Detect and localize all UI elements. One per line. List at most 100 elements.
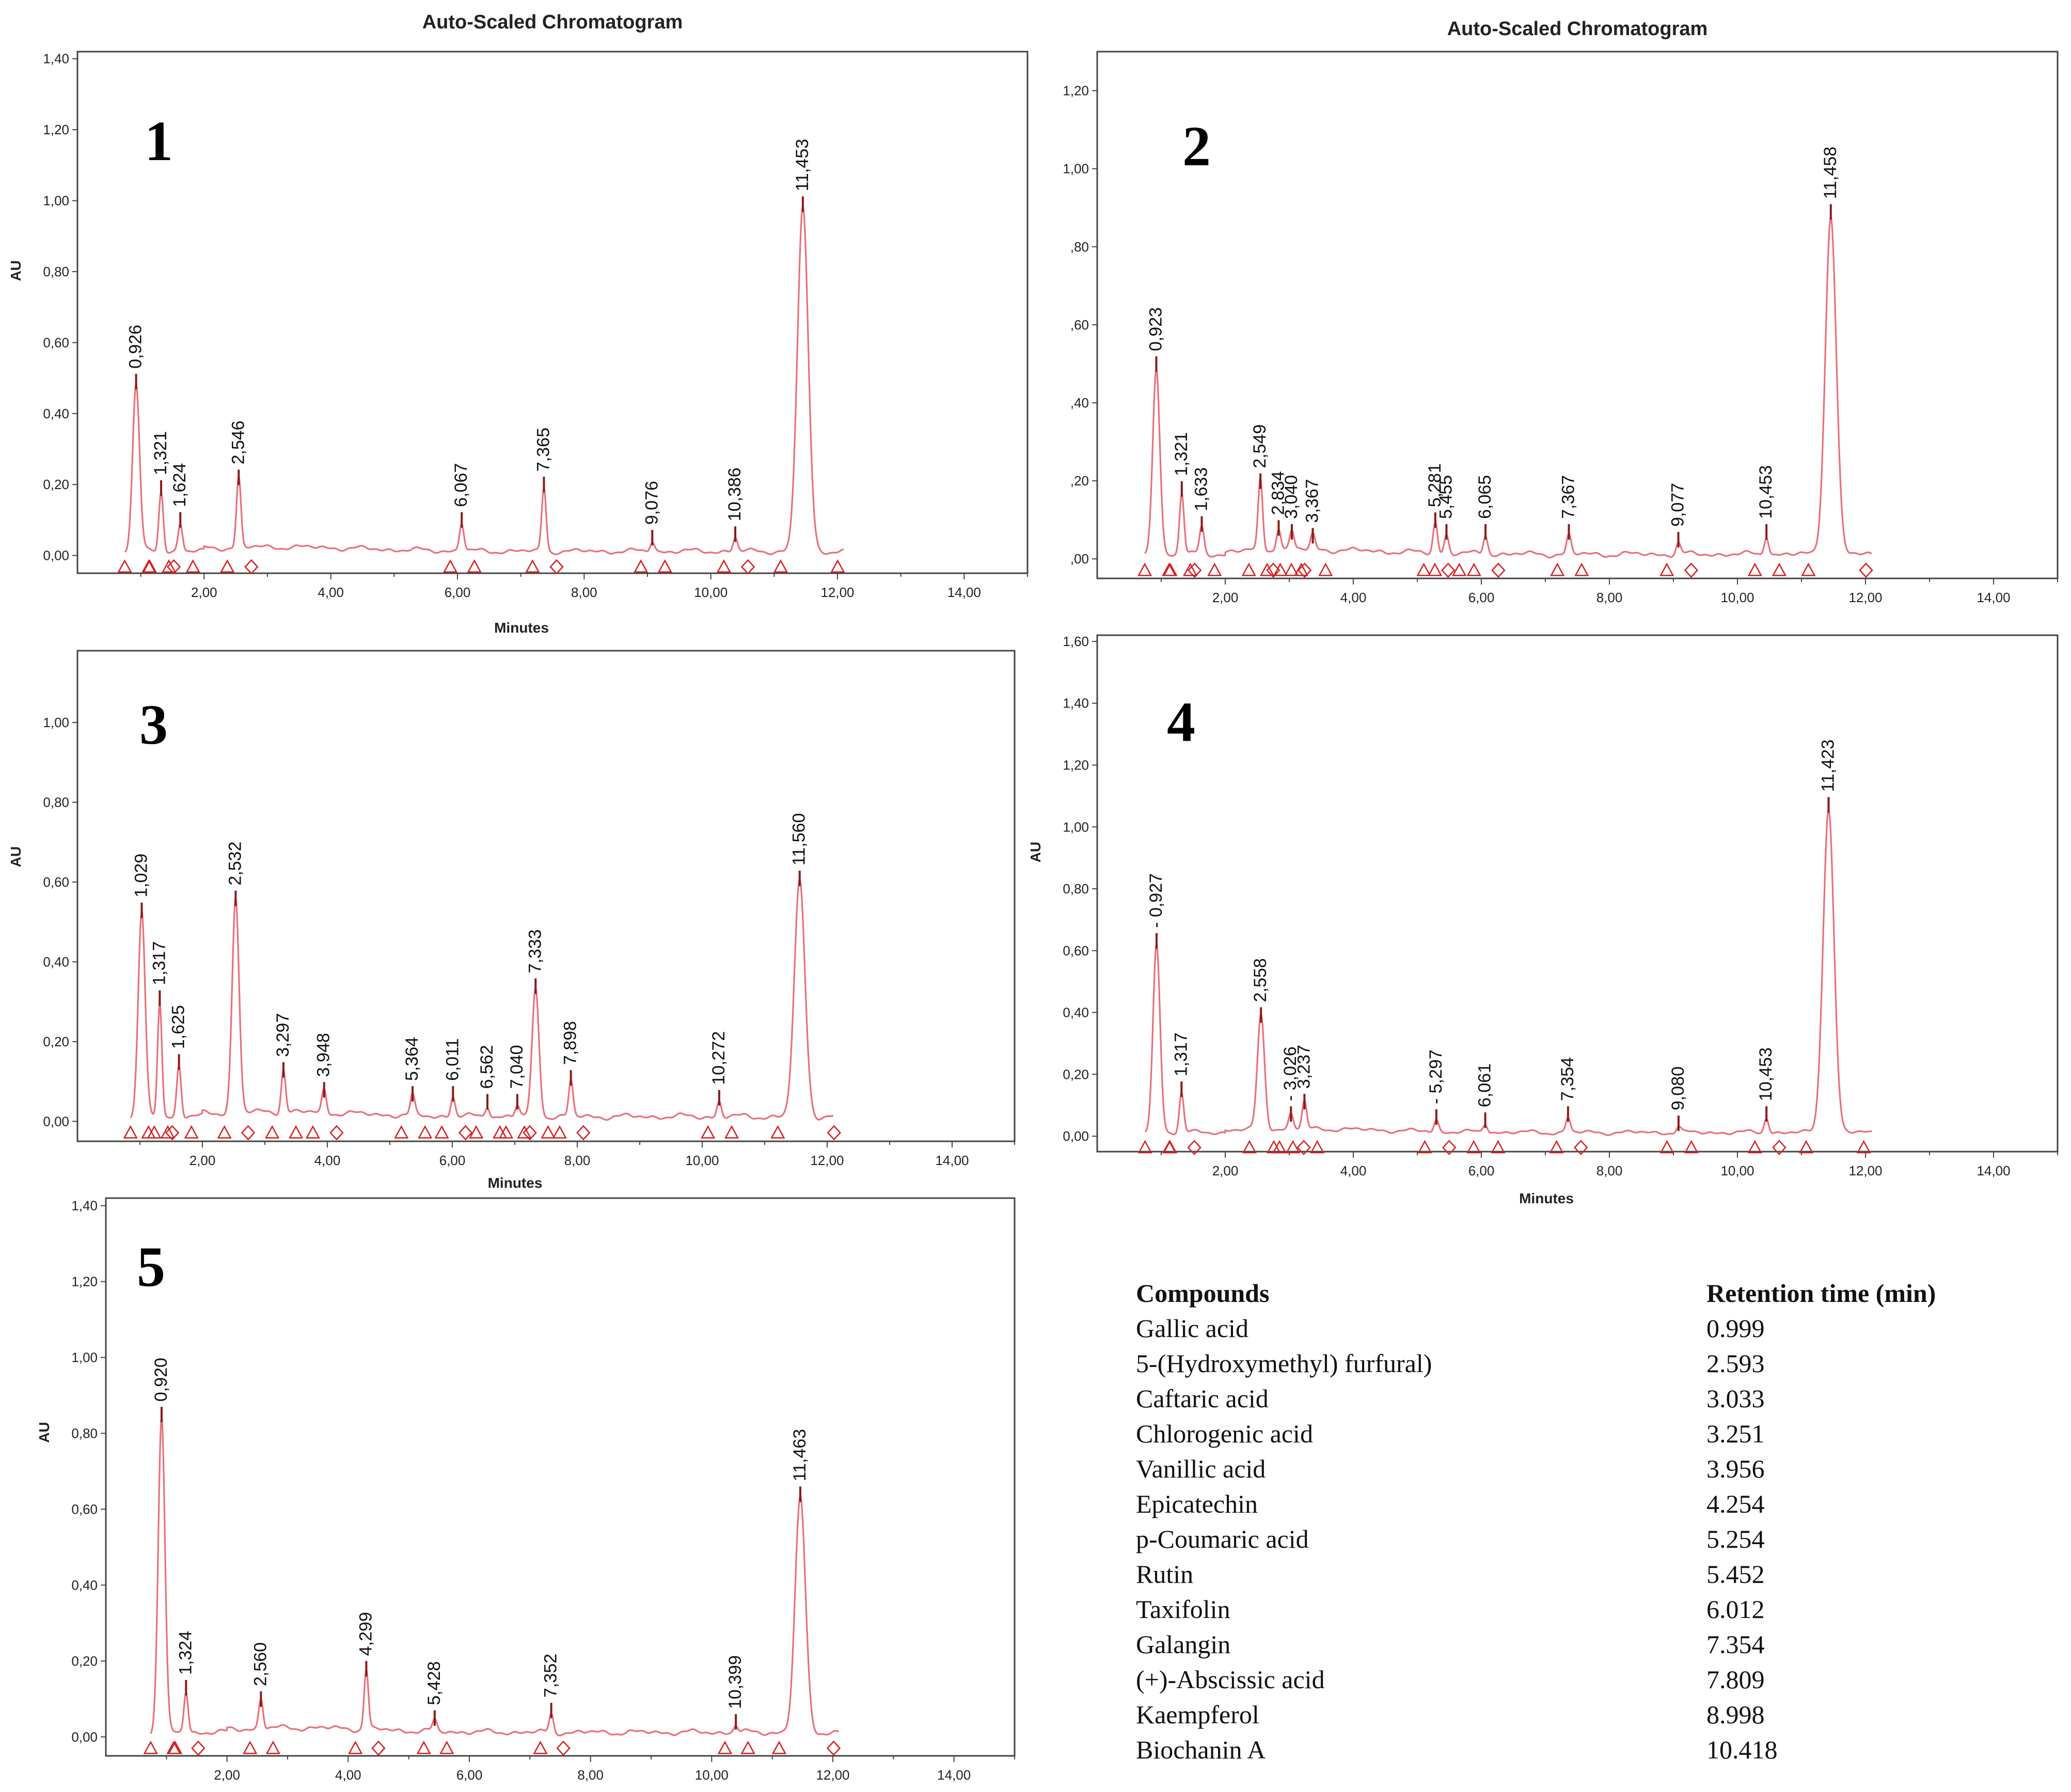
integration-end-marker bbox=[1772, 1140, 1787, 1155]
integration-end-marker bbox=[1187, 1140, 1202, 1155]
integration-start-marker bbox=[348, 1740, 363, 1754]
peak-label: 2,546 bbox=[228, 420, 248, 464]
x-tick-label: 2,00 bbox=[1212, 590, 1239, 605]
integration-end-marker bbox=[1187, 562, 1202, 578]
integration-start-marker bbox=[243, 1740, 258, 1754]
compound-name: Taxifolin bbox=[1136, 1595, 1230, 1624]
peak-label: 9,076 bbox=[642, 481, 661, 525]
compound-name: (+)-Abscissic acid bbox=[1136, 1665, 1325, 1694]
integration-end-marker bbox=[184, 1125, 199, 1139]
integration-end-marker bbox=[826, 1740, 841, 1756]
peak-label: 1,633 bbox=[1191, 467, 1211, 511]
integration-end-marker bbox=[541, 1125, 556, 1139]
x-tick-label: 8,00 bbox=[564, 1153, 591, 1168]
integration-end-marker bbox=[1684, 1140, 1699, 1154]
retention-time: 2.593 bbox=[1706, 1349, 1765, 1378]
integration-end-marker bbox=[576, 1125, 591, 1141]
peak-label: 7,354 bbox=[1558, 1057, 1577, 1101]
integration-end-marker bbox=[1310, 1140, 1325, 1154]
panel-number: 1 bbox=[145, 109, 173, 172]
x-tick-label: 12,00 bbox=[1848, 590, 1882, 605]
y-tick-label: 0,40 bbox=[1063, 1005, 1089, 1020]
integration-start-marker bbox=[1137, 562, 1152, 576]
x-axis-label: Minutes bbox=[1519, 1190, 1574, 1206]
x-tick-label: 14,00 bbox=[1977, 590, 2010, 605]
integration-end-marker bbox=[265, 1740, 280, 1754]
plot-frame bbox=[76, 650, 1016, 1142]
retention-time: 4.254 bbox=[1706, 1489, 1765, 1518]
integration-start-marker bbox=[1549, 1140, 1564, 1154]
peak-label: 4,299 bbox=[356, 1612, 375, 1656]
y-tick-label: 0,00 bbox=[43, 1113, 69, 1129]
integration-start-marker bbox=[217, 1125, 232, 1139]
peak-label: 10,453 bbox=[1756, 465, 1776, 519]
integration-end-marker bbox=[1491, 562, 1506, 578]
peak-label: 6,065 bbox=[1475, 475, 1495, 519]
integration-start-marker bbox=[552, 1125, 567, 1139]
y-axis-label: AU bbox=[8, 260, 24, 281]
integration-start-marker bbox=[498, 1125, 514, 1139]
peak-label: 7,367 bbox=[1559, 475, 1578, 519]
x-tick-label: 14,00 bbox=[937, 1767, 971, 1783]
peak-label: 3,367 bbox=[1303, 479, 1322, 523]
integration-start-marker bbox=[143, 1740, 158, 1754]
table-row: 5-(Hydroxymethyl) furfural) 2.593 bbox=[1136, 1346, 2014, 1381]
compound-name: Caftaric acid bbox=[1136, 1384, 1269, 1413]
integration-end-marker bbox=[1297, 1140, 1311, 1155]
y-tick-label: ,60 bbox=[1070, 317, 1089, 333]
integration-end-marker bbox=[191, 1740, 205, 1756]
integration-end-marker bbox=[1491, 1140, 1506, 1154]
integration-end-marker bbox=[740, 559, 755, 575]
table-row: Galangin 7.354 bbox=[1136, 1627, 2014, 1662]
integration-end-marker bbox=[830, 559, 845, 573]
y-tick-label: 0,00 bbox=[71, 1729, 98, 1744]
integration-start-marker bbox=[1801, 562, 1816, 576]
integration-start-marker bbox=[1798, 1140, 1814, 1154]
peak-label: 2,560 bbox=[250, 1642, 270, 1686]
y-tick-label: ,40 bbox=[1070, 395, 1089, 411]
x-tick-label: 10,00 bbox=[1720, 1163, 1754, 1178]
peak-label: 1,317 bbox=[1171, 1032, 1191, 1076]
peak-label: 11,463 bbox=[790, 1429, 810, 1481]
y-tick-label: 1,20 bbox=[43, 122, 69, 137]
peak-label: 10,272 bbox=[709, 1031, 729, 1085]
integration-start-marker bbox=[1242, 1140, 1257, 1154]
integration-end-marker bbox=[556, 1740, 571, 1756]
x-tick-label: 8,00 bbox=[1596, 590, 1623, 605]
plot-frame bbox=[1096, 51, 2059, 579]
x-tick-label: 8,00 bbox=[577, 1767, 604, 1783]
integration-start-marker bbox=[1285, 1140, 1301, 1154]
retention-time: 5.452 bbox=[1706, 1560, 1765, 1589]
integration-end-marker bbox=[549, 559, 564, 575]
compound-name: Vanillic acid bbox=[1136, 1454, 1266, 1483]
y-tick-label: 1,60 bbox=[1063, 634, 1089, 649]
integration-start-marker bbox=[1427, 562, 1443, 576]
y-tick-label: 1,40 bbox=[71, 1198, 98, 1214]
peak-label: 11,453 bbox=[793, 139, 812, 191]
integration-end-marker bbox=[185, 559, 200, 573]
x-tick-label: 6,00 bbox=[1468, 590, 1495, 605]
integration-start-marker bbox=[1747, 562, 1762, 576]
chromatogram-panel-5: 0,00 0,20 0,40 0,60 0,80 1,00 1,20 1,40 2,00 4,00… bbox=[36, 1197, 1016, 1783]
integration-end-marker bbox=[241, 1125, 256, 1141]
peak-label: 2,834 bbox=[1268, 471, 1288, 515]
integration-start-marker bbox=[533, 1740, 548, 1754]
peak-label: 1,029 bbox=[132, 854, 151, 898]
y-tick-label: 1,00 bbox=[71, 1350, 98, 1365]
x-tick-label: 10,00 bbox=[695, 1767, 729, 1783]
integration-start-marker bbox=[443, 559, 458, 573]
integration-end-marker bbox=[1298, 562, 1312, 578]
y-axis-label: AU bbox=[36, 1422, 52, 1442]
peak-label: 7,040 bbox=[507, 1045, 527, 1089]
x-tick-label: 14,00 bbox=[935, 1153, 969, 1168]
peak-label: 0,920 bbox=[151, 1358, 171, 1402]
chart-title: Auto-Scaled Chromatogram bbox=[1447, 18, 1708, 40]
compound-name: Rutin bbox=[1136, 1560, 1194, 1589]
y-tick-label: ,80 bbox=[1070, 239, 1089, 255]
integration-end-marker bbox=[439, 1740, 454, 1754]
peak-label: 3,297 bbox=[273, 1013, 293, 1057]
peak-label: 5,281 bbox=[1425, 463, 1445, 507]
y-tick-label: 0,40 bbox=[71, 1577, 98, 1593]
peak-label: 7,352 bbox=[541, 1654, 561, 1697]
